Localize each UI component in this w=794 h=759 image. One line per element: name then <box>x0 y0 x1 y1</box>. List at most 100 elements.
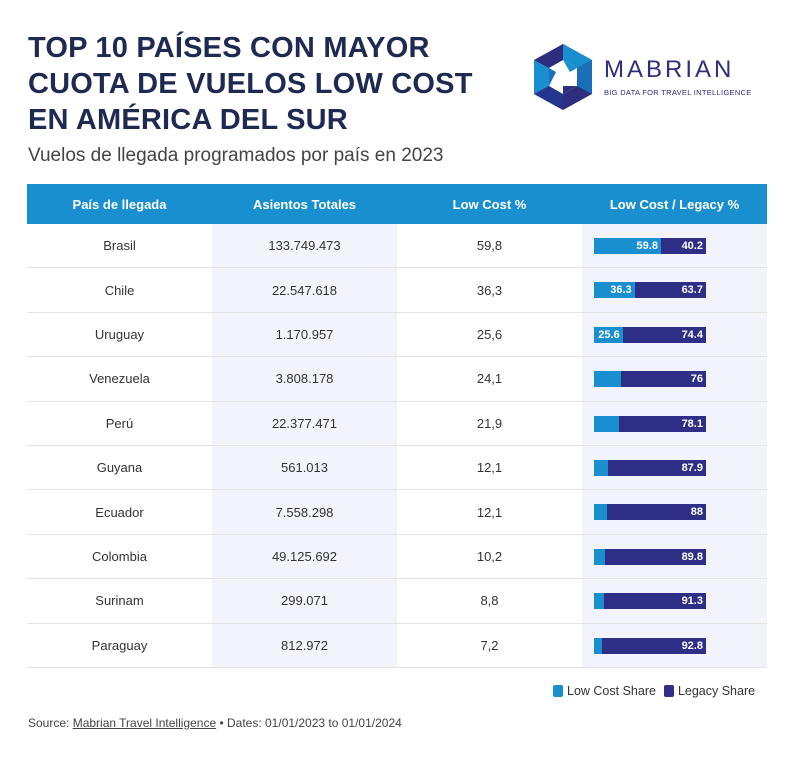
cell-lowcost: 21,9 <box>476 415 503 431</box>
bar-label-legacy: 76 <box>690 373 703 386</box>
source-note: Source: Mabrian Travel Intelligence • Da… <box>28 716 402 730</box>
stacked-bar: 78.1 <box>594 415 706 432</box>
cell-lowcost: 25,6 <box>476 326 503 342</box>
stacked-bar: 87.9 <box>594 459 706 476</box>
bar-segment-lowcost <box>594 637 603 654</box>
cell-seats: 7.558.298 <box>212 490 397 534</box>
bar-label-legacy: 78.1 <box>681 417 703 430</box>
mabrian-logo: MABRIAN BIG DATA FOR TRAVEL INTELLIGENCE <box>531 42 761 112</box>
table-row: Brasil 133.749.473 59,8 59.8 40.2 <box>27 224 767 269</box>
legend-label-legacy: Legacy Share <box>677 684 756 698</box>
source-dates: • Dates: 01/01/2023 to 01/01/2024 <box>216 716 402 730</box>
bar-segment-legacy: 88 <box>607 504 706 521</box>
column-header-lowcost: Low Cost % <box>452 196 527 212</box>
cell-country: Brasil <box>103 238 136 254</box>
cell-share-bar: 59.8 40.2 <box>582 224 767 268</box>
cell-seats: 133.749.473 <box>212 224 397 268</box>
bar-segment-lowcost: 25.6 <box>594 326 623 343</box>
mabrian-logo-icon <box>534 44 592 110</box>
cell-lowcost: 12,1 <box>476 460 503 476</box>
bar-segment-legacy: 78.1 <box>618 415 706 432</box>
bar-segment-legacy: 40.2 <box>660 238 706 254</box>
cell-country: Guyana <box>96 460 143 476</box>
cell-country: Colombia <box>92 548 147 564</box>
chart-subtitle: Vuelos de llegada programados por país e… <box>28 145 444 166</box>
cell-lowcost: 10,2 <box>476 548 503 564</box>
cell-lowcost: 7,2 <box>480 637 499 653</box>
data-table: País de llegada Asientos Totales Low Cos… <box>27 184 767 668</box>
cell-share-bar: 89.8 <box>582 534 767 579</box>
table-header: País de llegada Asientos Totales Low Cos… <box>27 184 767 224</box>
bar-segment-legacy: 87.9 <box>607 459 706 476</box>
bar-segment-legacy: 92.8 <box>602 637 706 654</box>
cell-seats: 561.013 <box>212 445 397 490</box>
bar-segment-lowcost: 36.3 <box>594 282 635 299</box>
bar-label-legacy: 88 <box>690 506 703 519</box>
bar-segment-legacy: 89.8 <box>605 548 706 565</box>
stacked-bar: 92.8 <box>594 637 706 654</box>
bar-label-lowcost: 25.6 <box>598 328 620 341</box>
column-header-country: País de llegada <box>72 196 167 212</box>
cell-country: Paraguay <box>91 637 148 653</box>
logo-wordmark: MABRIAN <box>604 56 735 83</box>
bar-segment-lowcost <box>594 459 608 476</box>
cell-share-bar: 36.3 63.7 <box>582 268 767 312</box>
cell-seats: 22.547.618 <box>212 268 397 312</box>
table-row: Chile 22.547.618 36,3 36.3 63.7 <box>27 268 767 313</box>
stacked-bar: 25.6 74.4 <box>594 326 706 343</box>
legend: Low Cost Share Legacy Share <box>553 684 763 698</box>
chart-title: TOP 10 PAÍSES CON MAYOR CUOTA DE VUELOS … <box>28 32 473 136</box>
cell-country: Chile <box>104 282 135 298</box>
column-header-share: Low Cost / Legacy % <box>609 196 740 212</box>
cell-share-bar: 25.6 74.4 <box>582 312 767 357</box>
cell-seats: 22.377.471 <box>212 401 397 445</box>
cell-seats: 299.071 <box>212 579 397 623</box>
logo-tagline: BIG DATA FOR TRAVEL INTELLIGENCE <box>604 88 752 97</box>
table-row: Paraguay 812.972 7,2 92.8 <box>27 623 767 668</box>
table-row: Surinam 299.071 8,8 91.3 <box>27 579 767 624</box>
cell-share-bar: 91.3 <box>582 579 767 623</box>
cell-lowcost: 8,8 <box>480 593 499 609</box>
cell-country: Surinam <box>95 593 144 609</box>
legend-swatch-lowcost <box>553 685 563 697</box>
bar-segment-lowcost <box>594 504 608 521</box>
source-label: Source: <box>28 716 73 730</box>
table-row: Colombia 49.125.692 10,2 89.8 <box>27 534 767 580</box>
table-row: Guyana 561.013 12,1 87.9 <box>27 445 767 491</box>
bar-label-legacy: 63.7 <box>681 284 703 297</box>
legend-item-legacy: Legacy Share <box>663 684 756 698</box>
bar-segment-legacy: 91.3 <box>603 593 706 610</box>
stacked-bar: 36.3 63.7 <box>594 282 706 299</box>
bar-segment-lowcost <box>594 593 604 610</box>
stacked-bar: 89.8 <box>594 548 706 565</box>
cell-lowcost: 24,1 <box>476 371 503 387</box>
cell-seats: 49.125.692 <box>212 534 397 579</box>
legend-label-lowcost: Low Cost Share <box>567 684 656 698</box>
bar-label-legacy: 87.9 <box>681 461 703 474</box>
bar-segment-lowcost <box>594 415 619 432</box>
cell-seats: 812.972 <box>212 623 397 667</box>
column-header-seats: Asientos Totales <box>252 196 357 212</box>
cell-share-bar: 76 <box>582 357 767 401</box>
bar-label-lowcost: 59.8 <box>636 240 658 252</box>
cell-country: Venezuela <box>89 371 150 387</box>
source-link[interactable]: Mabrian Travel Intelligence <box>72 716 217 730</box>
table-row: Perú 22.377.471 21,9 78.1 <box>27 401 767 446</box>
cell-seats: 1.170.957 <box>212 312 397 357</box>
cell-country: Ecuador <box>95 504 144 520</box>
cell-country: Uruguay <box>94 326 145 342</box>
stacked-bar: 59.8 40.2 <box>594 238 706 254</box>
stacked-bar: 91.3 <box>594 593 706 610</box>
cell-lowcost: 12,1 <box>476 504 503 520</box>
bar-segment-lowcost <box>594 371 621 388</box>
legend-item-lowcost: Low Cost Share <box>553 684 656 698</box>
cell-lowcost: 36,3 <box>476 282 503 298</box>
bar-label-legacy: 40.2 <box>681 240 703 252</box>
bar-label-legacy: 91.3 <box>681 595 703 608</box>
table-row: Ecuador 7.558.298 12,1 88 <box>27 490 767 535</box>
stacked-bar: 88 <box>594 504 706 521</box>
table-row: Venezuela 3.808.178 24,1 76 <box>27 357 767 402</box>
bar-segment-lowcost: 59.8 <box>594 238 661 254</box>
bar-label-lowcost: 36.3 <box>610 284 632 297</box>
cell-share-bar: 87.9 <box>582 445 767 490</box>
